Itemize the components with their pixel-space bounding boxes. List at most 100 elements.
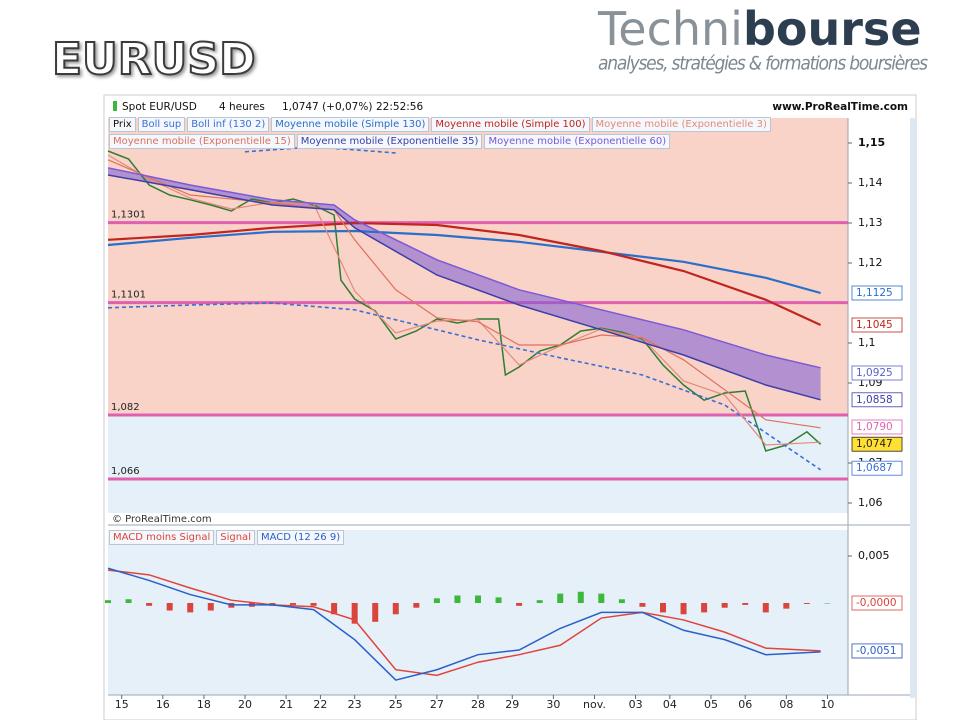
page-title: EURUSD <box>52 34 256 85</box>
value-label-box <box>851 365 903 381</box>
histogram-bar <box>762 603 769 613</box>
histogram-bar <box>495 597 502 604</box>
legend-item: Moyenne mobile (Exponentielle 3) <box>591 117 771 132</box>
last-price: 1,0747 (+0,07%) <box>282 101 372 113</box>
value-label: -0,0051 <box>856 645 897 657</box>
histogram-bar <box>577 591 584 604</box>
x-tick-label: 08 <box>779 698 793 711</box>
histogram-bar <box>721 603 728 608</box>
histogram-bar <box>187 603 194 613</box>
legend-item: Prix <box>109 117 136 132</box>
legend-item: MACD (12 26 9) <box>256 530 345 545</box>
chart-header: Spot EUR/USD 4 heures 1,0747 (+0,07%) 22… <box>112 101 908 525</box>
x-tick-label: 27 <box>430 698 444 711</box>
x-tick-label: 23 <box>348 698 362 711</box>
series-line <box>107 229 821 295</box>
legend-item: Boll sup <box>137 117 186 132</box>
series-line <box>107 302 822 471</box>
zone <box>108 530 848 695</box>
histogram-bar <box>433 598 440 604</box>
source: www.ProRealTime.com <box>772 101 908 113</box>
histogram-bar <box>207 603 214 611</box>
value-label: 1,1045 <box>856 319 893 331</box>
level-label: 1,082 <box>111 402 140 413</box>
legend-item: Moyenne mobile (Exponentielle 15) <box>109 134 295 149</box>
x-tick-label: 06 <box>738 698 752 711</box>
histogram-bar <box>783 603 790 609</box>
value-label-box <box>851 317 903 333</box>
histogram-bar <box>516 603 523 606</box>
x-tick-label: 29 <box>505 698 519 711</box>
histogram-bar <box>742 603 749 605</box>
y-tick-label: 1,14 <box>858 176 883 189</box>
histogram-bar <box>290 603 296 605</box>
series-line <box>107 167 821 369</box>
x-tick-label: 16 <box>156 698 170 711</box>
value-label: 1,0790 <box>856 421 893 433</box>
histogram-bar <box>475 595 481 604</box>
icon <box>113 101 117 111</box>
logo-tagline: analyses, stratégies & formations boursi… <box>598 53 928 75</box>
value-label: 1,1125 <box>856 287 893 299</box>
histogram-bar <box>803 603 810 604</box>
y-tick-label: 1,06 <box>858 496 883 509</box>
legend-item: Moyenne mobile (Simple 130) <box>271 117 430 132</box>
histogram-bar <box>146 603 153 606</box>
histogram-bar <box>331 603 338 615</box>
value-label-box <box>851 392 903 408</box>
level-label: 1,066 <box>111 466 140 477</box>
series-line <box>107 221 822 326</box>
histogram-bar <box>639 603 646 607</box>
x-tick-label: 10 <box>820 698 834 711</box>
x-tick-label: nov. <box>583 698 606 711</box>
macd-line <box>107 567 821 681</box>
legend-item: Moyenne mobile (Exponentielle 35) <box>296 134 483 149</box>
macd-line <box>107 569 821 677</box>
x-tick-label: 20 <box>238 698 252 711</box>
histogram-bar <box>701 603 708 613</box>
histogram-bar <box>557 593 564 604</box>
x-tick-label: 03 <box>629 698 643 711</box>
histogram-bar <box>125 599 132 604</box>
legend-item: Signal <box>216 530 255 545</box>
x-tick-label: 04 <box>663 698 677 711</box>
histogram-bar <box>310 603 317 606</box>
histogram-bar <box>598 593 605 604</box>
y-tick-label: 1,13 <box>858 216 883 229</box>
legend: Prix Boll sup Boll inf (130 2) Moyenne mobi… <box>109 117 844 149</box>
value-label: 1,0747 <box>856 438 893 450</box>
histogram-bar <box>392 603 399 615</box>
y-tick-label: 1,15 <box>858 136 885 149</box>
x-tick-label: 21 <box>279 698 293 711</box>
x-tick-label: 28 <box>471 698 485 711</box>
legend-item: Boll inf (130 2) <box>187 117 270 132</box>
time: 22:52:56 <box>376 101 423 113</box>
histogram-bar <box>372 603 379 622</box>
histogram-bar <box>824 603 831 604</box>
value-label-box <box>851 436 903 452</box>
y-tick-label: 0,005 <box>858 549 890 562</box>
instrument: Spot EUR/USD <box>122 101 197 113</box>
logo-part: bourse <box>743 2 922 56</box>
legend-item: Moyenne mobile (Simple 100) <box>431 117 590 132</box>
histogram-bar <box>618 599 625 604</box>
scrollbar <box>910 118 916 698</box>
value-label-box <box>851 419 903 435</box>
value-label-box <box>851 460 903 476</box>
level-label: 1,1101 <box>111 290 146 301</box>
histogram-bar <box>680 603 687 615</box>
value-label-box <box>851 643 903 659</box>
histogram-bar <box>105 600 111 604</box>
histogram-bar <box>351 603 358 624</box>
y-tick-label: 1,1 <box>858 336 876 349</box>
histogram-bar <box>660 603 666 613</box>
series-line <box>107 174 821 401</box>
x-tick-label: 22 <box>313 698 327 711</box>
x-tick-label: 30 <box>546 698 560 711</box>
value-label-box <box>851 595 903 611</box>
x-tick-label: 15 <box>115 698 129 711</box>
level-label: 1,1301 <box>111 210 146 221</box>
histogram-bar <box>454 595 461 604</box>
